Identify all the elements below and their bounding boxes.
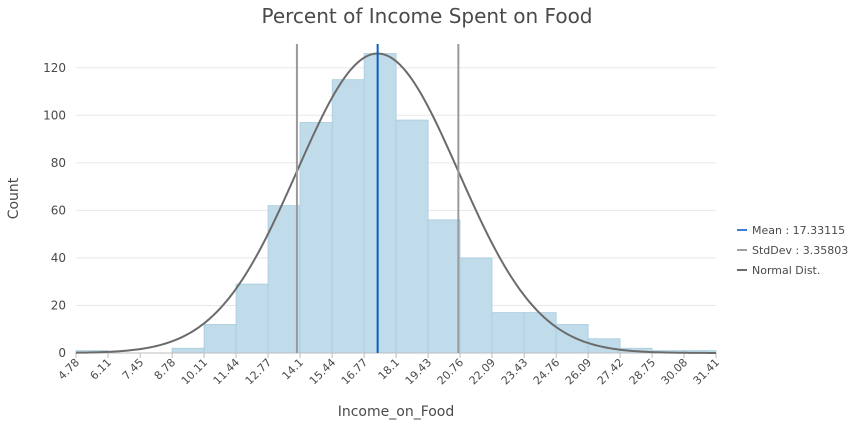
legend-label-normal: Normal Dist. (752, 263, 821, 277)
x-tick-label: 22.09 (467, 356, 498, 387)
legend-swatch-mean (737, 229, 747, 231)
histogram-bar (267, 205, 301, 354)
histogram-bar (363, 53, 397, 354)
histogram-bar (235, 283, 269, 354)
x-tick-label: 20.76 (435, 356, 466, 387)
legend: Mean : 17.33115 StdDev : 3.35803 Normal … (737, 220, 848, 280)
histogram-bar (555, 324, 589, 354)
histogram-bar (587, 338, 621, 354)
legend-item-normal[interactable]: Normal Dist. (737, 260, 848, 280)
legend-label-stddev: StdDev : 3.35803 (752, 243, 849, 257)
histogram-bar (523, 312, 557, 354)
histogram-bar (331, 79, 365, 354)
y-tick-label: 100 (43, 108, 66, 122)
legend-item-mean[interactable]: Mean : 17.33115 (737, 220, 848, 240)
histogram-bar (491, 312, 525, 354)
x-tick-label: 27.42 (595, 356, 626, 387)
x-tick-label: 7.45 (120, 356, 147, 383)
x-tick-label: 15.44 (307, 356, 338, 387)
x-tick-label: 8.78 (152, 356, 179, 383)
x-tick-label: 19.43 (403, 356, 434, 387)
y-tick-label: 40 (51, 251, 66, 265)
chart-title: Percent of Income Spent on Food (261, 4, 593, 28)
histogram-bar (395, 119, 429, 354)
y-tick-label: 60 (51, 203, 66, 217)
y-axis-title: Count (6, 177, 22, 219)
y-tick-label: 20 (51, 298, 66, 312)
histogram-bar (171, 347, 205, 354)
x-tick-label: 23.43 (499, 356, 530, 387)
y-tick-label: 0 (58, 346, 66, 360)
legend-label-mean: Mean : 17.33115 (752, 223, 846, 237)
normal-distribution-curve (75, 52, 716, 354)
y-tick-label: 80 (51, 156, 66, 170)
x-tick-label: 28.75 (627, 356, 658, 387)
x-tick-label: 11.44 (211, 356, 242, 387)
y-tick-label: 120 (43, 61, 66, 75)
x-tick-label: 26.09 (563, 356, 594, 387)
x-tick-label: 16.77 (339, 356, 370, 387)
x-tick-label: 24.76 (531, 356, 562, 387)
histogram-bar (459, 257, 493, 354)
histogram-bar (203, 324, 237, 354)
x-tick-label: 6.11 (88, 356, 115, 383)
x-tick-label: 10.11 (179, 356, 210, 387)
x-tick-label: 12.77 (243, 356, 274, 387)
x-tick-label: 14.1 (280, 356, 307, 383)
legend-item-stddev[interactable]: StdDev : 3.35803 (737, 240, 848, 260)
legend-swatch-stddev (737, 249, 747, 251)
histogram-bar (299, 122, 333, 354)
x-tick-label: 30.08 (659, 356, 690, 387)
x-tick-label: 31.41 (691, 356, 722, 387)
x-tick-label: 18.1 (376, 356, 403, 383)
histogram-bar (427, 219, 461, 354)
x-axis-title: Income_on_Food (338, 404, 455, 420)
legend-swatch-normal (737, 269, 747, 271)
